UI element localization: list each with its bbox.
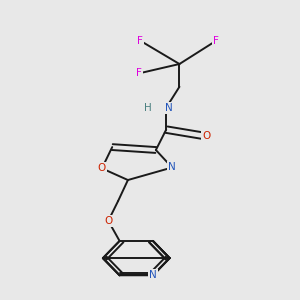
Text: H: H bbox=[144, 103, 152, 113]
Text: O: O bbox=[104, 216, 112, 226]
Text: N: N bbox=[165, 103, 172, 113]
Text: F: F bbox=[137, 36, 143, 46]
Text: F: F bbox=[136, 68, 142, 78]
Text: O: O bbox=[98, 164, 106, 173]
Text: N: N bbox=[168, 163, 176, 172]
Text: O: O bbox=[202, 131, 211, 141]
Text: F: F bbox=[213, 36, 219, 46]
Text: N: N bbox=[149, 270, 157, 280]
